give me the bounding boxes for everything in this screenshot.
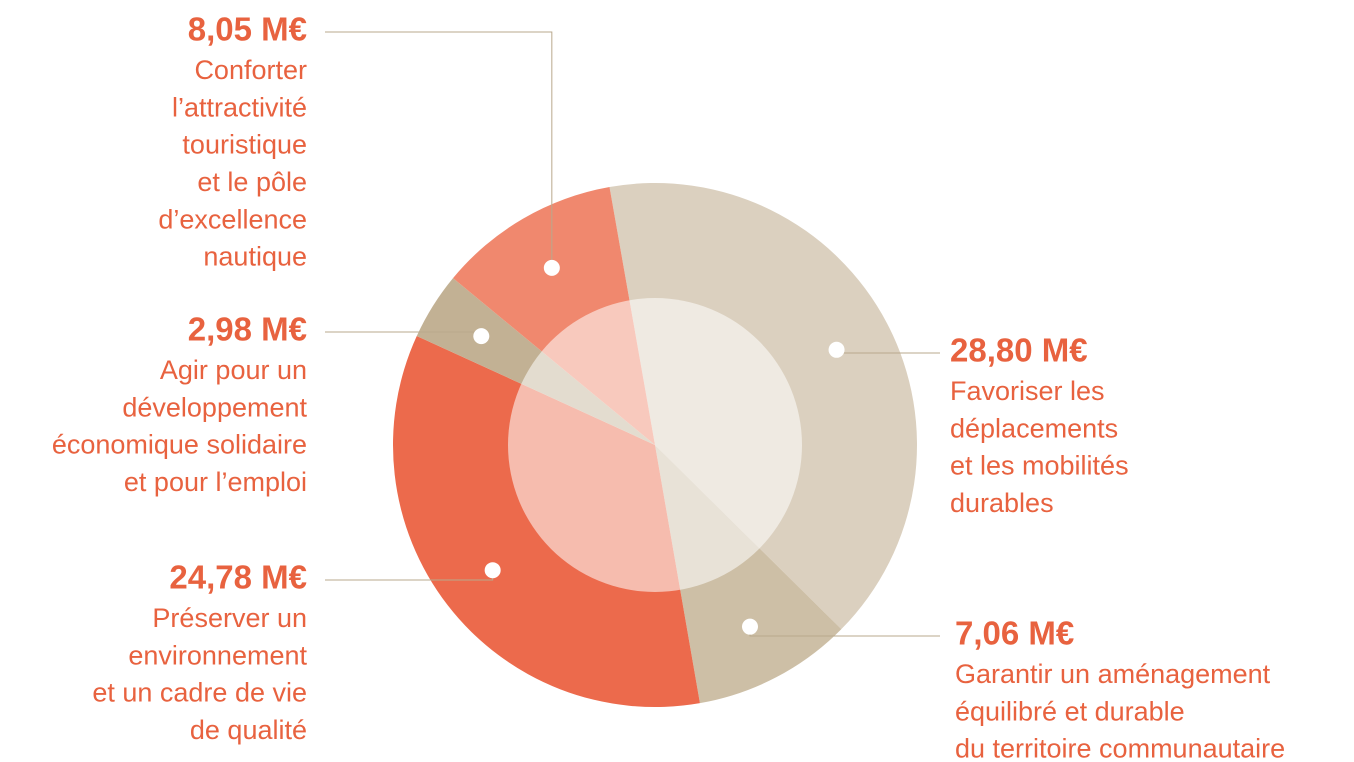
- category-label: de qualité: [190, 715, 307, 745]
- leader-dot: [484, 562, 501, 579]
- category-label: équilibré et durable: [955, 696, 1185, 726]
- category-label: et le pôle: [197, 167, 307, 197]
- category-label: touristique: [182, 130, 307, 160]
- leader-dot: [828, 341, 845, 358]
- value-label: 24,78 M€: [169, 559, 307, 596]
- category-label: Conforter: [194, 55, 307, 85]
- leader-dot: [473, 328, 490, 345]
- category-label: et les mobilités: [950, 451, 1129, 481]
- category-label: Préserver un: [152, 603, 307, 633]
- category-label: et pour l’emploi: [124, 467, 307, 497]
- category-label: nautique: [203, 242, 307, 272]
- value-label: 28,80 M€: [950, 332, 1088, 369]
- category-label: économique solidaire: [52, 430, 307, 460]
- category-label: l’attractivité: [172, 92, 307, 122]
- inner-circle: [508, 298, 802, 592]
- leader-dot: [741, 618, 758, 635]
- category-label: durables: [950, 488, 1054, 518]
- category-label: Favoriser les: [950, 376, 1105, 406]
- category-label: et un cadre de vie: [92, 678, 307, 708]
- category-label: du territoire communautaire: [955, 734, 1285, 762]
- category-label: Agir pour un: [160, 355, 307, 385]
- category-label: développement: [122, 392, 307, 422]
- category-label: environnement: [128, 640, 307, 670]
- leader-dot: [543, 259, 560, 276]
- category-label: Garantir un aménagement: [955, 659, 1271, 689]
- leader-line: [325, 31, 553, 268]
- category-label: déplacements: [950, 413, 1118, 443]
- value-label: 2,98 M€: [188, 311, 307, 348]
- category-label: d’excellence: [158, 204, 307, 234]
- value-label: 8,05 M€: [188, 11, 307, 48]
- value-label: 7,06 M€: [955, 615, 1074, 652]
